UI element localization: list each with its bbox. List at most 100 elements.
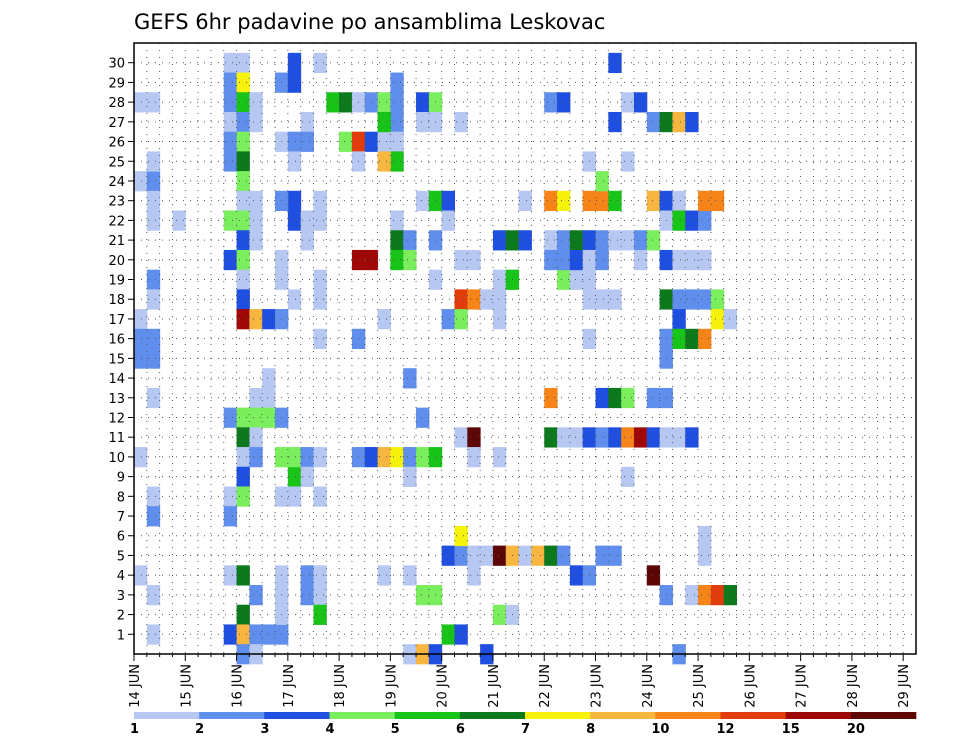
- heatmap-cell: [287, 72, 302, 93]
- heatmap-cell: [236, 565, 250, 586]
- heatmap-cell: [672, 249, 686, 271]
- x-tick-label: 18 JUN: [333, 664, 348, 708]
- heatmap-cell: [236, 131, 250, 152]
- heatmap-cell: [249, 447, 263, 468]
- heatmap-cell: [377, 111, 391, 133]
- heatmap-cell: [403, 249, 417, 271]
- heatmap-cell: [544, 545, 558, 566]
- heatmap-cell: [710, 585, 725, 606]
- heatmap-cell: [621, 151, 635, 172]
- heatmap-cell: [685, 585, 699, 606]
- heatmap-cell: [557, 249, 571, 271]
- heatmap-cell: [608, 230, 622, 251]
- colorbar-legend: 1 2 3 4 5 6 7 8 10 12 15 20: [130, 712, 917, 737]
- heatmap-cell: [134, 328, 148, 349]
- heatmap-cell: [646, 230, 661, 251]
- heatmap-cell: [569, 427, 584, 448]
- heatmap-cell: [287, 289, 302, 310]
- heatmap-cell: [710, 289, 725, 310]
- heatmap-cell: [262, 368, 276, 389]
- heatmap-cell: [672, 328, 686, 349]
- colorbar-label: 6: [456, 722, 465, 737]
- heatmap-cell: [416, 407, 430, 428]
- x-tick-label: 19 JUN: [384, 664, 399, 708]
- heatmap-cell: [236, 92, 250, 113]
- colorbar-swatch: [199, 712, 265, 719]
- y-tick-label: 24: [108, 175, 125, 190]
- heatmap-cell: [223, 407, 238, 428]
- heatmap-cell: [685, 111, 699, 133]
- colorbar-swatch: [655, 712, 721, 719]
- heatmap-cell: [223, 92, 238, 113]
- heatmap-cell: [390, 92, 404, 113]
- heatmap-cell: [518, 190, 532, 212]
- y-tick-label: 5: [117, 549, 125, 564]
- heatmap-cell: [544, 230, 558, 251]
- heatmap-cell: [621, 387, 635, 409]
- x-tick-label: 23 JUN: [590, 664, 605, 708]
- heatmap-cell: [249, 387, 263, 409]
- heatmap-cell: [608, 545, 622, 566]
- heatmap-cell: [390, 131, 404, 152]
- x-tick-label: 26 JUN: [743, 664, 758, 708]
- heatmap-cell: [492, 230, 507, 251]
- heatmap-cell: [249, 585, 263, 606]
- heatmap-cell: [441, 624, 455, 645]
- heatmap-cell: [544, 92, 558, 113]
- heatmap-cell: [313, 447, 327, 468]
- heatmap-cell: [146, 289, 161, 310]
- y-tick-label: 15: [108, 352, 125, 367]
- heatmap-cell: [364, 92, 379, 113]
- heatmap-cell: [544, 249, 558, 271]
- heatmap-cell: [608, 427, 622, 448]
- heatmap-cell: [557, 269, 571, 290]
- colorbar-label: 10: [651, 722, 669, 737]
- heatmap-cell: [646, 427, 661, 448]
- colorbar-label: 8: [586, 722, 595, 737]
- heatmap-cell: [223, 565, 238, 586]
- heatmap-cell: [300, 230, 314, 251]
- x-tick-label: 28 JUN: [846, 664, 861, 708]
- heatmap-cell: [633, 230, 648, 251]
- heatmap-cell: [287, 131, 302, 152]
- colorbar-swatch: [329, 712, 395, 719]
- heatmap-cell: [390, 447, 404, 468]
- y-tick-label: 23: [108, 195, 125, 210]
- heatmap-cell: [236, 151, 250, 172]
- heatmap-cell: [300, 210, 314, 231]
- heatmap-cell: [262, 309, 276, 330]
- y-tick-label: 1: [117, 628, 125, 643]
- heatmap-cell: [698, 210, 712, 231]
- heatmap-cell: [518, 545, 532, 566]
- colorbar-swatch: [459, 712, 526, 719]
- heatmap-cell: [390, 230, 404, 251]
- heatmap-cell: [621, 92, 635, 113]
- heatmap-cell: [249, 92, 263, 113]
- colorbar-swatch: [525, 712, 591, 719]
- heatmap-cell: [339, 131, 353, 152]
- heatmap-cell: [249, 190, 263, 212]
- heatmap-cell: [454, 111, 468, 133]
- colorbar-swatch: [785, 712, 852, 719]
- heatmap-cell: [557, 427, 571, 448]
- heatmap-cell: [223, 72, 238, 93]
- y-tick-label: 30: [108, 57, 125, 72]
- heatmap-cell: [172, 210, 186, 231]
- heatmap-cell: [146, 190, 161, 212]
- heatmap-cell: [595, 387, 609, 409]
- heatmap-cell: [377, 565, 391, 586]
- heatmap-cell: [685, 289, 699, 310]
- heatmap-cell: [300, 111, 314, 133]
- heatmap-cell: [313, 585, 327, 606]
- heatmap-cell: [569, 269, 584, 290]
- heatmap-cell: [608, 289, 622, 310]
- y-tick-label: 14: [108, 372, 125, 387]
- heatmap-cell: [300, 585, 314, 606]
- heatmap-cell: [467, 565, 481, 586]
- heatmap-cell: [467, 427, 481, 448]
- heatmap-cell: [300, 565, 314, 586]
- heatmap-cell: [685, 328, 699, 349]
- x-tick-label: 17 JUN: [282, 664, 297, 708]
- heatmap-cell: [557, 92, 571, 113]
